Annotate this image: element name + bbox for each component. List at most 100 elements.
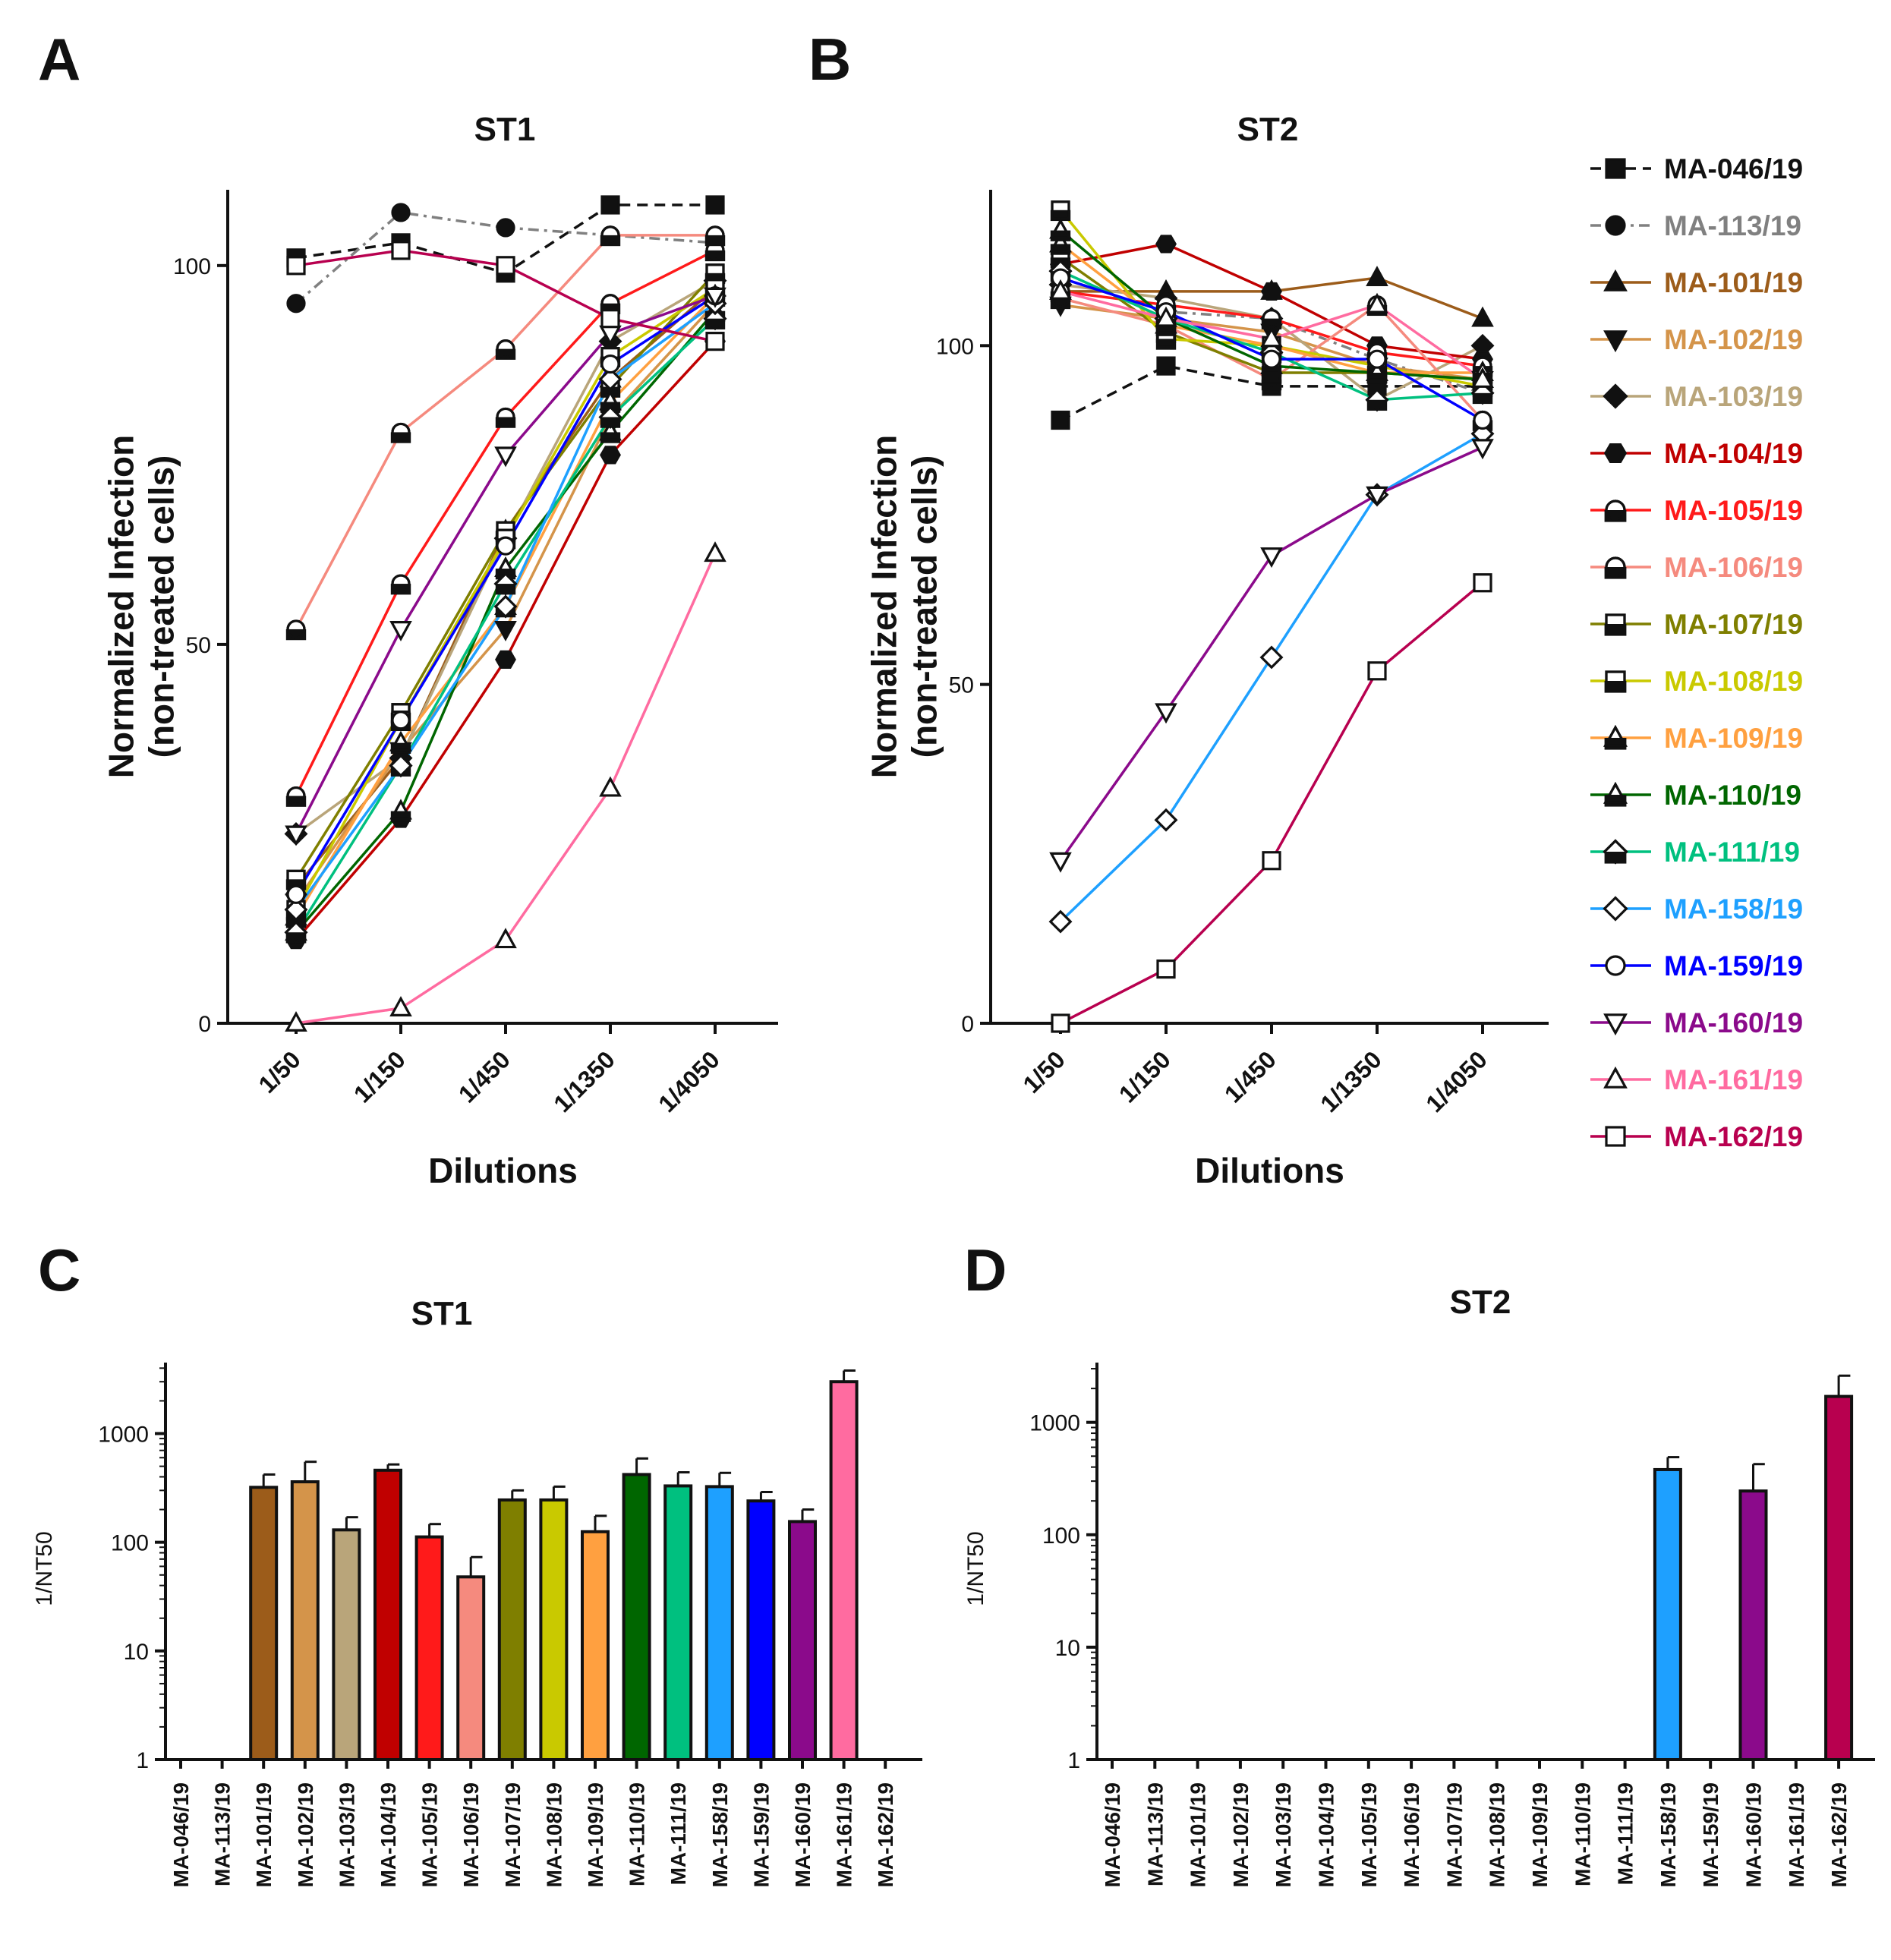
chart-b-point-ma-160-19 <box>1260 547 1283 569</box>
chart-a-point-ma-111-19-half-fill <box>495 584 516 595</box>
chart-b-ytick-label: 100 <box>936 334 974 359</box>
chart-b-point-ma-160-19-shape <box>1471 439 1494 460</box>
chart-b-xtick-label: 1/50 <box>1017 1045 1070 1098</box>
chart-a-point-ma-158-19-shape <box>493 594 518 619</box>
legend-marker-ma-158-19-shape <box>1603 896 1628 922</box>
legend-marker-ma-159-19-shape <box>1605 955 1626 976</box>
legend-marker-ma-103-19 <box>1603 383 1628 409</box>
chart-a-point-ma-162-19-shape <box>600 309 620 329</box>
chart-b-point-ma-161-19 <box>1366 292 1388 314</box>
chart-a-point-ma-111-19 <box>598 405 622 429</box>
legend-marker-ma-107-19-shape <box>1605 613 1626 635</box>
chart-b-point-ma-162-19-shape <box>1051 1013 1070 1033</box>
chart-b-point-ma-104-19 <box>1261 282 1282 301</box>
legend-label-ma-111-19: MA-111/19 <box>1664 837 1800 868</box>
chart-b-point-ma-111-19-half-fill <box>1366 399 1388 411</box>
chart-a-point-ma-105-19-shape <box>496 407 515 427</box>
chart-b-point-ma-162-19 <box>1262 851 1281 871</box>
chart-d-bar-ma-162-19 <box>1824 1394 1854 1762</box>
chart-a-point-ma-110-19 <box>599 420 622 443</box>
chart-a-point-ma-111-19 <box>284 920 308 944</box>
chart-c-bar-ma-101-19 <box>249 1486 279 1761</box>
chart-a-point-ma-160-19-shape <box>389 620 412 641</box>
panel-letter-c: C <box>38 1237 80 1303</box>
chart-d-xtick-label: MA-110/19 <box>1571 1782 1594 1886</box>
chart-b-point-ma-158-19-shape <box>1154 808 1178 832</box>
chart-a-point-ma-111-19-shape <box>598 405 622 429</box>
chart-a-point-ma-162-19 <box>600 309 620 329</box>
chart-d-xtick-label: MA-162/19 <box>1827 1782 1851 1888</box>
legend-marker-ma-106-19 <box>1604 556 1627 579</box>
legend-marker-ma-160-19-shape <box>1603 1013 1628 1036</box>
chart-c-xtick-label: MA-107/19 <box>501 1782 525 1888</box>
chart-b-point-ma-111-19-half-fill <box>1472 392 1493 405</box>
legend: MA-046/19 MA-113/19 MA-101/19 MA-102/19 MA-1… <box>1590 153 1803 1152</box>
chart-a-point-ma-161-19-shape <box>285 1011 307 1032</box>
chart-d-ytick-label: 100 <box>1042 1524 1080 1549</box>
chart-a-point-ma-109-19 <box>389 730 412 754</box>
legend-marker-ma-108-19-shape <box>1605 670 1626 692</box>
chart-a-point-ma-111-19-shape <box>703 307 727 331</box>
chart-d-bar-ma-158-19 <box>1653 1467 1682 1762</box>
chart-c-xtick-label: MA-046/19 <box>169 1782 193 1888</box>
legend-label-ma-109-19: MA-109/19 <box>1664 723 1803 754</box>
chart-b-point-ma-111-19 <box>1470 381 1495 405</box>
chart-a-point-ma-160-19 <box>494 446 517 468</box>
legend-marker-ma-113-19 <box>1605 215 1626 236</box>
chart-c-xtick-label: MA-106/19 <box>459 1782 483 1888</box>
chart-a-point-ma-106-19-shape <box>705 225 725 245</box>
legend-label-ma-161-19: MA-161/19 <box>1664 1064 1803 1095</box>
chart-b-point-ma-111-19 <box>1365 388 1389 412</box>
chart-b-point-ma-046-19 <box>1051 410 1070 430</box>
legend-marker-ma-113-19-shape <box>1605 215 1626 236</box>
legend-marker-ma-109-19 <box>1603 724 1628 750</box>
chart-c-bar-ma-161-19 <box>829 1380 859 1761</box>
chart-c-ytick-label: 1000 <box>98 1423 149 1448</box>
chart-a-point-ma-106-19 <box>390 422 411 443</box>
chart-c-xtick-label: MA-111/19 <box>667 1782 690 1885</box>
chart-a-point-ma-106-19 <box>704 225 726 247</box>
chart-c-xtick-label: MA-161/19 <box>833 1782 856 1888</box>
chart-d-xtick-label: MA-113/19 <box>1143 1782 1167 1886</box>
panel-a-title: ST1 <box>474 111 536 148</box>
chart-c-bar-ma-109-19 <box>581 1530 610 1761</box>
chart-c-xtick-label: MA-162/19 <box>874 1782 897 1888</box>
legend-marker-ma-106-19-shape <box>1605 556 1626 578</box>
chart-a-point-ma-158-19-shape <box>284 897 308 922</box>
chart-a-point-ma-105-19 <box>285 786 307 807</box>
chart-b-point-ma-101-19-shape <box>1366 266 1388 286</box>
chart-a-point-ma-109-19-shape <box>389 730 412 752</box>
chart-b-point-ma-160-19 <box>1155 703 1177 724</box>
legend-marker-ma-111-19-shape <box>1603 839 1628 865</box>
chart-b-point-ma-161-19-shape <box>1260 326 1283 348</box>
chart-d-xtick-label: MA-159/19 <box>1699 1782 1722 1888</box>
chart-a-point-ma-113-19 <box>391 203 411 222</box>
chart-a-point-ma-162-19-shape <box>705 332 725 351</box>
chart-a-point-ma-158-19-shape <box>598 367 622 392</box>
chart-d-ytick-label: 10 <box>1055 1636 1080 1661</box>
chart-a-point-ma-158-19-shape <box>389 754 413 778</box>
chart-b-y-title-line2: (non-treated cells) <box>904 455 944 758</box>
chart-a-point-ma-159-19 <box>496 536 515 556</box>
chart-a-point-ma-111-19-half-fill <box>704 318 726 329</box>
legend-marker-ma-102-19 <box>1603 330 1628 353</box>
chart-b-point-ma-046-19-shape <box>1156 356 1176 376</box>
chart-a-point-ma-104-19-shape <box>600 446 621 465</box>
chart-a-point-ma-161-19-shape <box>704 541 726 562</box>
chart-b-point-ma-046-19 <box>1156 356 1176 376</box>
chart-a-point-ma-046-19-shape <box>705 195 725 215</box>
chart-b-point-ma-158-19-shape <box>1048 909 1073 934</box>
chart-b-point-ma-158-19 <box>1154 808 1178 832</box>
panel-d-title: ST2 <box>1450 1284 1511 1321</box>
chart-c-xtick-label: MA-104/19 <box>377 1782 400 1888</box>
chart-a-x-title: Dilutions <box>428 1151 578 1190</box>
panel-b-title: ST2 <box>1237 111 1299 148</box>
chart-b-point-ma-105-19 <box>1261 309 1282 329</box>
chart-c-ytick-label: 10 <box>124 1640 149 1665</box>
legend-marker-ma-110-19 <box>1603 781 1628 807</box>
chart-a-point-ma-111-19-half-fill <box>600 417 621 428</box>
chart-b-point-ma-159-19 <box>1367 349 1387 369</box>
chart-a-point-ma-105-19 <box>495 407 516 428</box>
chart-d-xtick-label: MA-161/19 <box>1785 1782 1808 1888</box>
